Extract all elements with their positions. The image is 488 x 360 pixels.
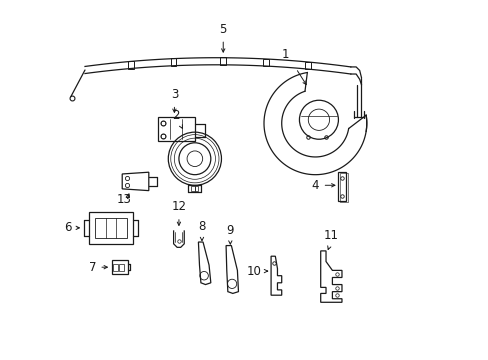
Text: 5: 5 [219,23,226,36]
Text: 11: 11 [323,229,338,242]
Bar [88,212,133,244]
Bar [111,260,127,274]
Bar [339,173,347,202]
Text: 9: 9 [226,224,234,237]
Bar [157,117,195,141]
Bar [119,264,124,271]
Bar [338,172,346,201]
Bar [113,264,118,271]
Text: 4: 4 [311,179,319,192]
Text: 10: 10 [246,265,261,278]
Bar [305,62,310,69]
Text: 6: 6 [64,221,72,234]
Text: 3: 3 [170,88,178,101]
Text: 7: 7 [89,261,97,274]
Bar [263,59,268,66]
Text: 1: 1 [281,48,288,61]
Text: 13: 13 [116,193,131,206]
Text: 12: 12 [171,200,186,213]
Bar [170,58,176,66]
Text: 8: 8 [198,220,205,233]
Text: 2: 2 [171,108,179,122]
Bar [128,61,134,69]
Bar [191,186,194,191]
Bar [220,57,225,65]
Bar [95,217,126,238]
Bar [195,186,198,191]
